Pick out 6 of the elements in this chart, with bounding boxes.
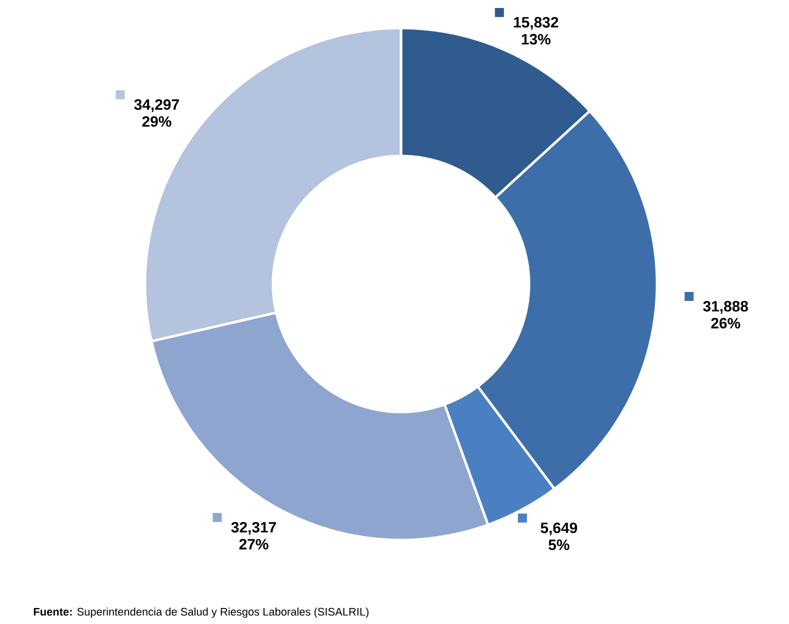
data-label: 15,832 13% bbox=[514, 16, 558, 45]
data-label: 31,888 26% bbox=[703, 300, 748, 328]
data-label: 34,297 29% bbox=[134, 99, 179, 127]
data-label: 5,649 5% bbox=[540, 522, 578, 550]
data-label: 32,317 27% bbox=[231, 522, 276, 550]
text: Fuente: Superintendencia de Salud y Riesgos Laborales (SISALRIL) bbox=[34, 608, 368, 618]
